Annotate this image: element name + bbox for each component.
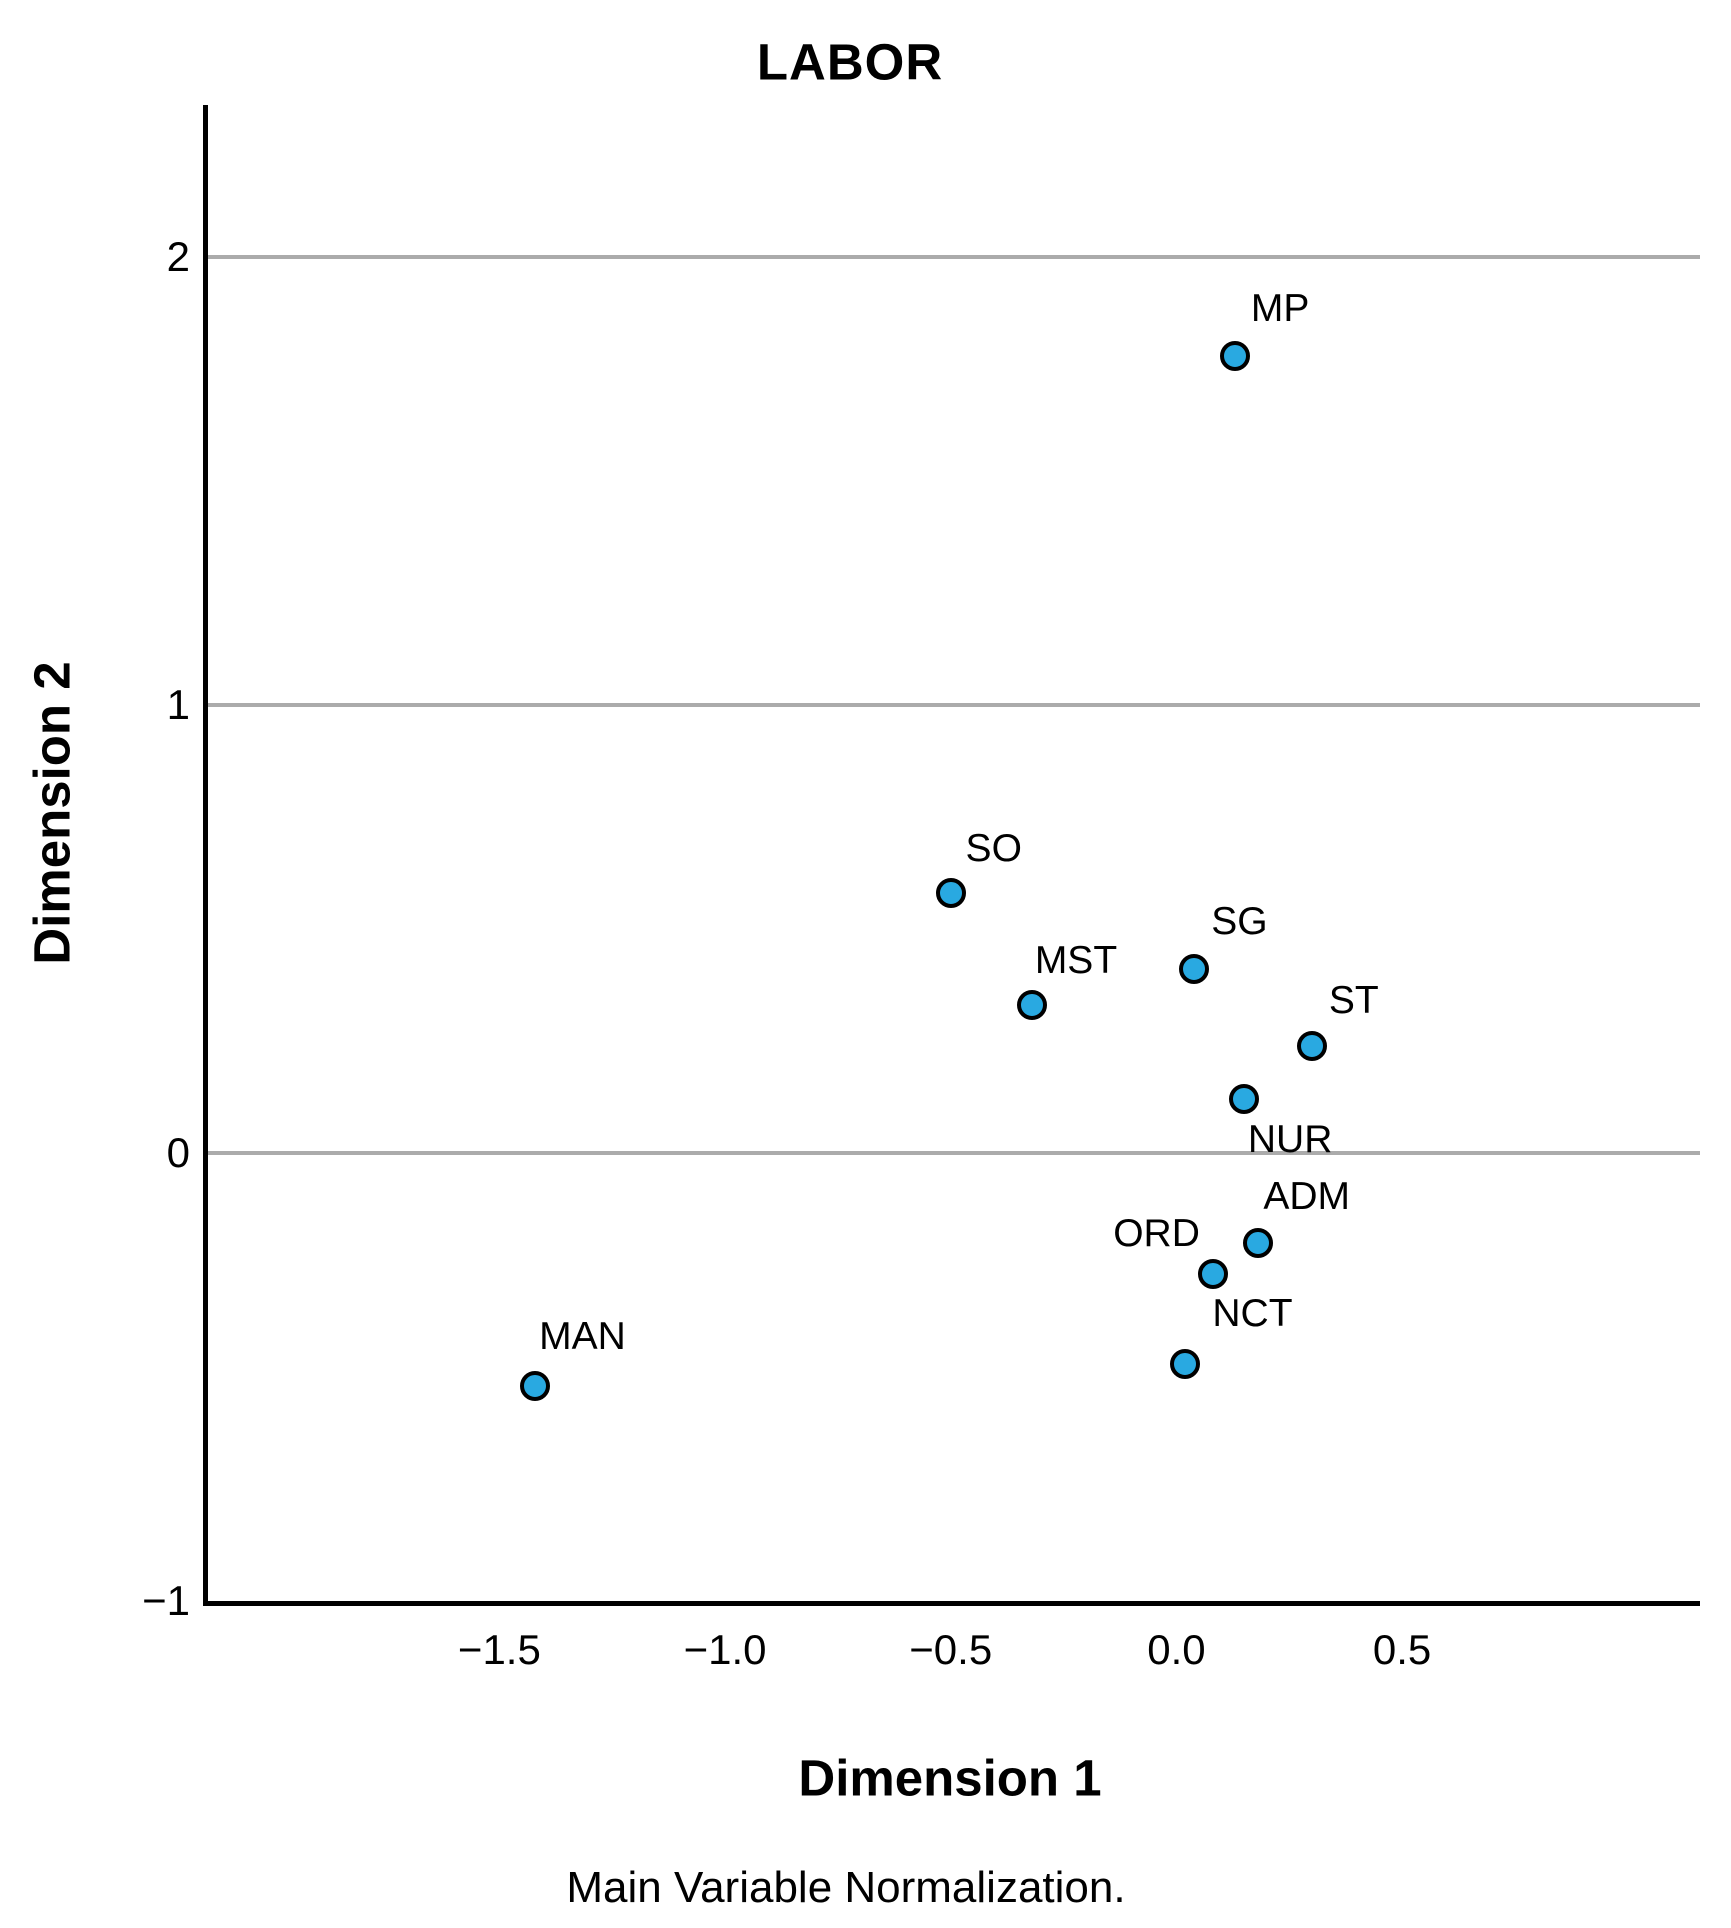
- x-tick-label: −0.5: [909, 1626, 993, 1673]
- data-point-label-mst: MST: [1034, 939, 1118, 983]
- data-point-label-nur: NUR: [1247, 1118, 1333, 1162]
- data-point-mst: [1016, 990, 1047, 1021]
- data-point-sg: [1179, 954, 1210, 985]
- data-point-label-adm: ADM: [1263, 1174, 1350, 1218]
- x-tick-label: 0.5: [1372, 1626, 1432, 1673]
- chart-title: LABOR: [756, 33, 944, 91]
- y-tick-label: −1: [142, 1577, 190, 1624]
- x-axis-line: [203, 1601, 1700, 1606]
- data-point-label-st: ST: [1328, 978, 1379, 1022]
- data-point-label-man: MAN: [539, 1315, 626, 1358]
- data-point-adm: [1242, 1227, 1273, 1258]
- data-point-mp: [1220, 340, 1251, 371]
- data-point-label-mp: MP: [1250, 286, 1310, 330]
- data-point-label-sg: SG: [1211, 900, 1268, 944]
- data-point-label-nct: NCT: [1212, 1291, 1293, 1335]
- horizontal-gridline: [208, 1151, 1700, 1156]
- y-tick-label: 1: [166, 681, 190, 729]
- chart-footnote: Main Variable Normalization.: [566, 1863, 1126, 1912]
- horizontal-gridline: [208, 255, 1700, 260]
- y-tick-label: 2: [166, 233, 190, 281]
- x-tick-label: −1.5: [457, 1626, 541, 1673]
- x-tick-label: 0.0: [1147, 1626, 1206, 1673]
- data-point-label-so: SO: [965, 827, 1022, 871]
- y-tick-label: 0: [166, 1129, 190, 1177]
- data-point-nur: [1229, 1084, 1260, 1115]
- data-point-st: [1296, 1030, 1327, 1061]
- y-axis-line: [203, 105, 208, 1606]
- data-point-so: [935, 878, 966, 909]
- horizontal-gridline: [208, 703, 1700, 708]
- data-point-ord: [1197, 1259, 1228, 1290]
- x-tick-label: −1.0: [683, 1626, 767, 1673]
- x-axis-title: Dimension 1: [798, 1749, 1102, 1807]
- data-point-nct: [1170, 1348, 1201, 1379]
- data-point-man: [520, 1371, 551, 1401]
- data-point-label-ord: ORD: [1113, 1212, 1200, 1256]
